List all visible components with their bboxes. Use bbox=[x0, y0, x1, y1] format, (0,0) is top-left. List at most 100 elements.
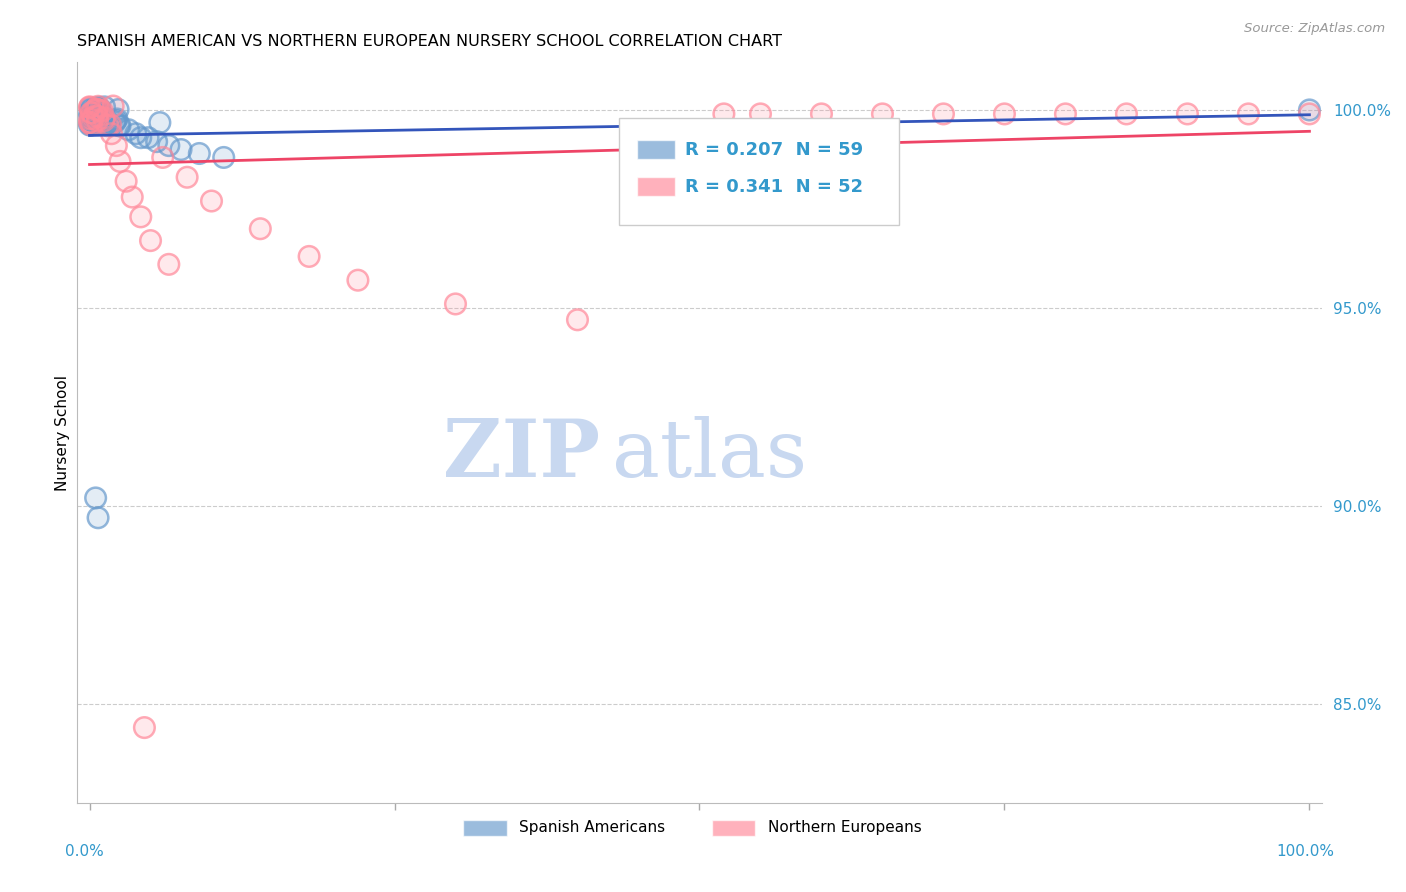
Point bbox=[79, 118, 101, 132]
Point bbox=[134, 721, 156, 735]
Point bbox=[83, 107, 105, 121]
Point bbox=[152, 151, 174, 165]
Point bbox=[87, 109, 110, 123]
Point bbox=[84, 113, 107, 128]
Point bbox=[79, 108, 101, 122]
Point bbox=[87, 99, 110, 113]
Point bbox=[93, 112, 115, 126]
Point bbox=[93, 111, 115, 125]
Point bbox=[94, 117, 117, 131]
Point bbox=[145, 135, 167, 149]
Point bbox=[87, 100, 110, 114]
Point bbox=[80, 107, 103, 121]
Point bbox=[125, 127, 148, 141]
Point bbox=[84, 101, 107, 115]
Point bbox=[1237, 107, 1260, 121]
Point bbox=[121, 190, 143, 204]
Point bbox=[80, 107, 103, 121]
Point bbox=[129, 130, 152, 145]
Point bbox=[79, 117, 101, 131]
Point bbox=[100, 118, 122, 132]
Point bbox=[249, 221, 271, 235]
Point bbox=[567, 313, 589, 327]
Point bbox=[121, 190, 143, 204]
Text: SPANISH AMERICAN VS NORTHERN EUROPEAN NURSERY SCHOOL CORRELATION CHART: SPANISH AMERICAN VS NORTHERN EUROPEAN NU… bbox=[77, 34, 782, 49]
Point bbox=[79, 112, 101, 126]
Point bbox=[108, 154, 131, 169]
Point bbox=[115, 174, 138, 188]
Bar bbox=[711, 820, 755, 836]
Point bbox=[932, 107, 955, 121]
Point bbox=[79, 100, 101, 114]
Point bbox=[105, 112, 128, 126]
Point bbox=[83, 110, 105, 124]
Point bbox=[84, 114, 107, 128]
Point bbox=[170, 143, 193, 157]
Point bbox=[993, 107, 1015, 121]
Point bbox=[104, 115, 127, 129]
Point bbox=[108, 119, 131, 133]
Point bbox=[129, 210, 152, 224]
Point bbox=[872, 107, 894, 121]
Point bbox=[108, 154, 131, 169]
Point bbox=[1177, 107, 1199, 121]
Point bbox=[104, 113, 127, 128]
Point bbox=[86, 113, 108, 128]
Point bbox=[89, 108, 111, 122]
Point bbox=[1298, 107, 1320, 121]
Point bbox=[105, 138, 128, 153]
Point bbox=[84, 491, 107, 505]
Point bbox=[108, 119, 131, 133]
Point bbox=[713, 107, 735, 121]
Point bbox=[176, 170, 198, 185]
Point bbox=[86, 103, 108, 117]
Point bbox=[298, 249, 321, 263]
Point bbox=[84, 103, 107, 118]
Point bbox=[86, 103, 108, 117]
Point bbox=[87, 100, 110, 114]
Point bbox=[80, 118, 103, 132]
Point bbox=[86, 104, 108, 119]
Point bbox=[86, 109, 108, 123]
Point bbox=[84, 101, 107, 115]
Point bbox=[93, 112, 115, 126]
Point bbox=[444, 297, 467, 311]
Point bbox=[125, 127, 148, 141]
Point bbox=[79, 118, 101, 132]
Point bbox=[170, 143, 193, 157]
Point bbox=[93, 113, 115, 128]
Point bbox=[89, 115, 111, 129]
Point bbox=[89, 108, 111, 122]
Point bbox=[79, 102, 101, 116]
Point bbox=[80, 105, 103, 120]
Point bbox=[298, 249, 321, 263]
Point bbox=[93, 113, 115, 128]
Point bbox=[129, 130, 152, 145]
Point bbox=[149, 115, 172, 129]
Point bbox=[79, 101, 101, 115]
Point bbox=[107, 103, 129, 117]
Point bbox=[1177, 107, 1199, 121]
Point bbox=[80, 106, 103, 120]
Point bbox=[713, 107, 735, 121]
Point bbox=[84, 103, 107, 118]
Point bbox=[86, 113, 108, 128]
Point bbox=[93, 111, 115, 125]
Point bbox=[79, 112, 101, 126]
Point bbox=[87, 510, 110, 524]
Point bbox=[97, 119, 120, 133]
Point bbox=[91, 103, 114, 118]
Point bbox=[93, 115, 115, 129]
Point bbox=[93, 115, 115, 129]
Point bbox=[82, 107, 104, 121]
Point bbox=[93, 100, 115, 114]
Point bbox=[104, 115, 127, 129]
Point bbox=[82, 113, 104, 128]
Point bbox=[152, 151, 174, 165]
Point bbox=[136, 130, 159, 145]
Point bbox=[82, 112, 104, 127]
Point bbox=[79, 112, 101, 127]
Point bbox=[80, 118, 103, 132]
Point bbox=[157, 257, 180, 271]
Point bbox=[83, 103, 105, 118]
